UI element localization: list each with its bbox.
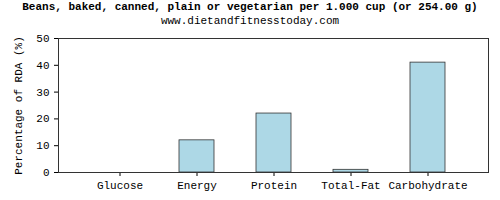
svg-text:Percentage of RDA (%): Percentage of RDA (%)	[13, 36, 25, 175]
svg-text:10: 10	[36, 140, 49, 152]
svg-text:Total-Fat: Total-Fat	[321, 180, 380, 192]
svg-text:20: 20	[36, 113, 49, 125]
svg-text:30: 30	[36, 87, 49, 99]
svg-text:50: 50	[36, 33, 49, 45]
svg-text:Glucose: Glucose	[97, 180, 143, 192]
svg-text:Energy: Energy	[177, 180, 217, 192]
svg-text:40: 40	[36, 60, 49, 72]
svg-text:0: 0	[43, 167, 50, 179]
svg-text:Carbohydrate: Carbohydrate	[388, 180, 467, 192]
html-text:www.dietandfitnesstoday.com: www.dietandfitnesstoday.com	[160, 15, 340, 27]
html-text:Beans, baked, canned, plain or: Beans, baked, canned, plain or vegetaria…	[22, 1, 478, 13]
svg-text:Protein: Protein	[251, 180, 297, 192]
